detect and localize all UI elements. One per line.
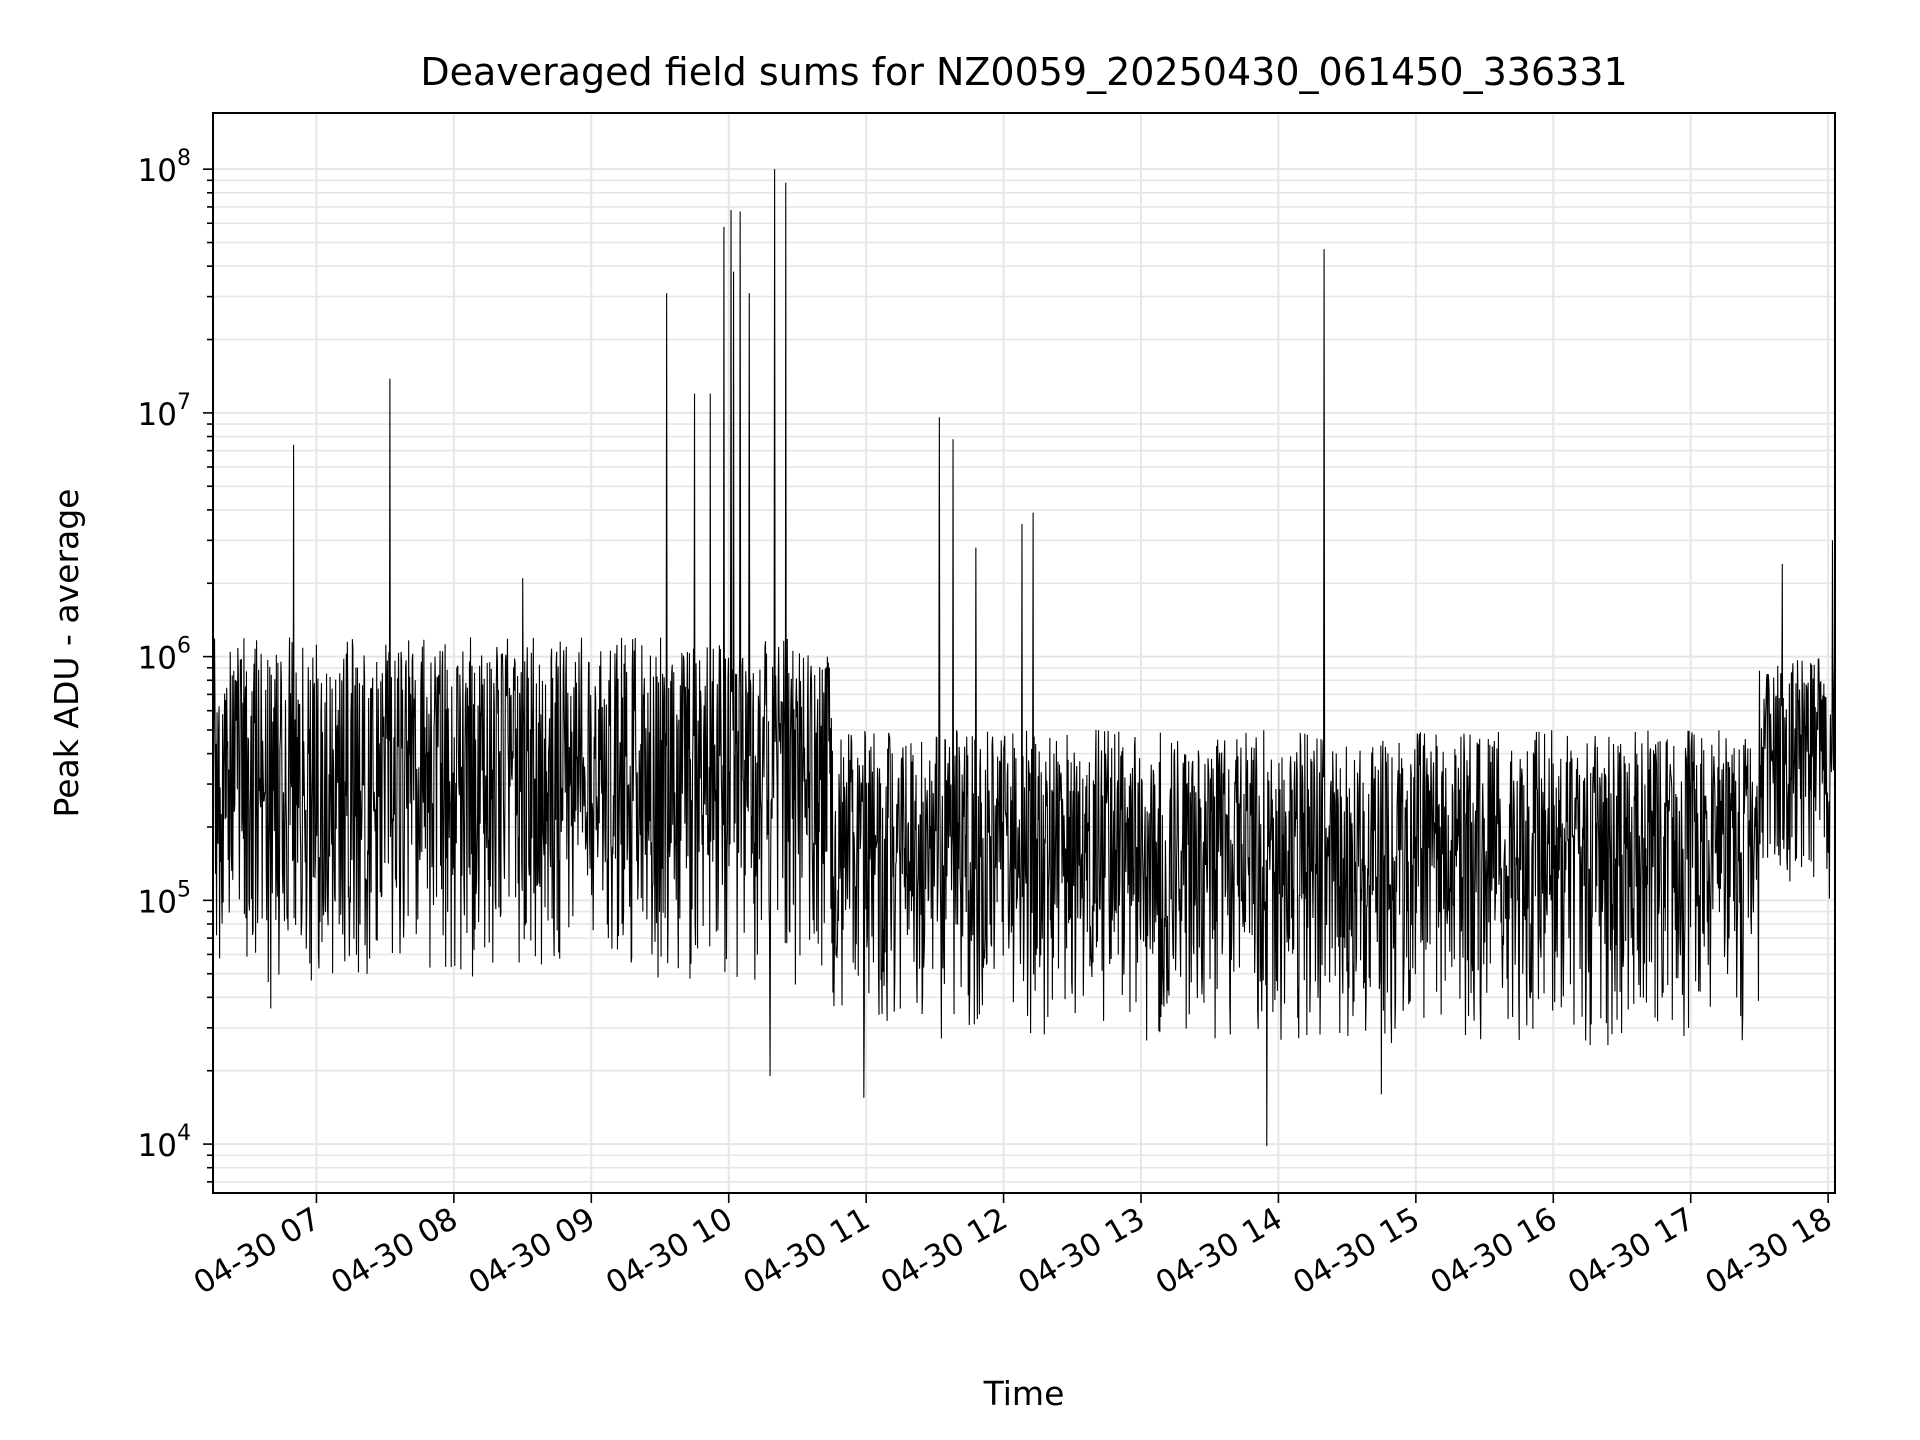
plot-frame: [212, 112, 1836, 1194]
y-tick-label: 104: [138, 1121, 191, 1164]
y-axis-label: Peak ADU - average: [47, 489, 86, 818]
y-tick-label: 107: [138, 390, 191, 433]
y-tick-label: 105: [138, 877, 191, 920]
chart-title: Deaveraged field sums for NZ0059_2025043…: [420, 50, 1627, 94]
y-axis-ticks: 104 105 106 107 108: [138, 146, 213, 1183]
y-tick-label: 106: [138, 634, 191, 677]
y-tick-label: 108: [138, 146, 191, 189]
series-line: [212, 169, 1836, 1147]
data-series: [212, 169, 1836, 1147]
x-axis-label: Time: [983, 1374, 1065, 1413]
